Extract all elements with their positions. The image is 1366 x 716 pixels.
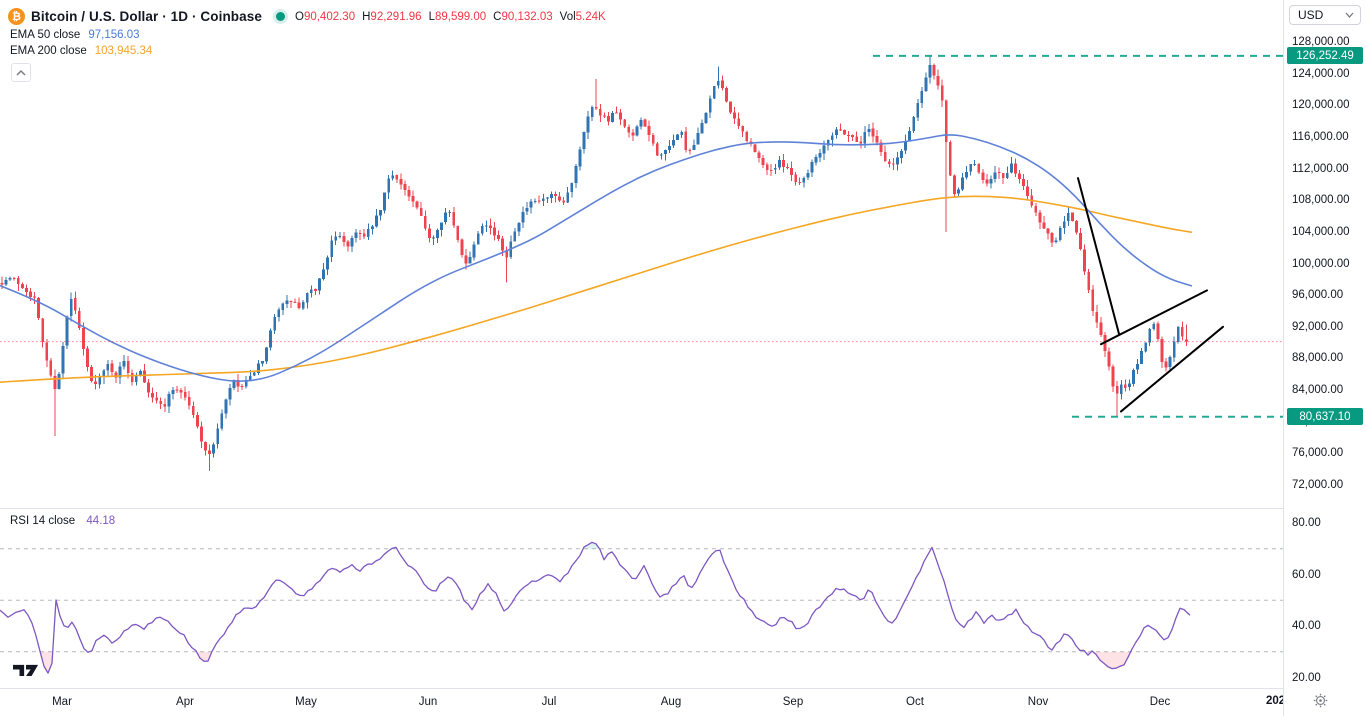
price-axis[interactable]: USD 128,000.00 124,000.00 120,000.00 116,00… [1283,0,1366,716]
currency-value: USD [1298,8,1324,22]
ohlc-values: O90,402.30 H92,291.96 L89,599.00 C90,132.03… [295,11,606,23]
time-axis-label-mar: Mar [52,696,72,708]
vol-readout: Vol5.24K [559,10,606,23]
time-axis-label-nov: Nov [1027,696,1049,708]
ema200-value: 103,945.34 [94,45,153,57]
price-tick-label: 100,000.00 [1292,257,1350,270]
price-badge-high: 126,252.49 [1287,47,1363,65]
rsi-legend[interactable]: RSI 14 close 44.18 [10,515,115,527]
h-readout: H92,291.96 [362,10,422,23]
legend: ₿ Bitcoin / U.S. Dollar · 1D · Coinbase … [8,8,606,61]
price-tick-label: 120,000.00 [1292,99,1350,112]
currency-selector[interactable]: USD [1289,5,1361,25]
legend-collapse-button[interactable] [11,63,31,82]
tradingview-logo[interactable] [13,663,39,677]
price-tick-label: 112,000.00 [1292,162,1349,175]
rsi-value: 44.18 [86,515,116,527]
price-chart[interactable] [0,0,1283,508]
rsi-tick-label: 60.00 [1292,568,1321,581]
c-readout: C90,132.03 [493,10,553,23]
time-axis-label-aug: Aug [660,696,682,708]
price-tick-label: 88,000.00 [1292,352,1344,365]
year-label: 202 [1266,695,1283,707]
time-axis-label-jul: Jul [541,696,557,708]
time-axis-label-may: May [295,696,317,708]
o-readout: O90,402.30 [294,10,356,23]
pane-divider[interactable] [0,508,1366,509]
time-axis[interactable]: Mar Apr May Jun Jul Aug Sep Oct Nov Dec 202 [0,688,1366,716]
time-axis-label-apr: Apr [176,696,194,708]
price-badge-low: 80,637.10 [1287,408,1363,426]
price-tick-label: 124,000.00 [1292,67,1350,80]
l-readout: L89,599.00 [428,10,487,23]
time-axis-label-oct: Oct [906,696,924,708]
ema50-value: 97,156.03 [88,29,140,41]
price-tick-label: 116,000.00 [1292,130,1349,143]
symbol-title[interactable]: Bitcoin / U.S. Dollar · 1D · Coinbase [31,9,262,24]
time-axis-label-dec: Dec [1149,696,1171,708]
ema50-legend[interactable]: EMA 50 close 97,156.03 [10,29,606,41]
rsi-tick-label: 80.00 [1292,517,1321,529]
market-status-icon[interactable] [275,12,285,21]
price-tick-label: 96,000.00 [1292,289,1344,302]
price-tick-label: 92,000.00 [1292,320,1344,333]
price-tick-label: 104,000.00 [1292,225,1350,238]
price-tick-label: 76,000.00 [1292,447,1344,460]
price-tick-label: 84,000.00 [1292,384,1344,397]
rsi-tick-label: 40.00 [1292,620,1321,632]
time-axis-label-jun: Jun [418,696,438,708]
price-tick-label: 108,000.00 [1292,194,1350,207]
time-axis-label-sep: Sep [782,696,804,708]
price-tick-label: 72,000.00 [1292,479,1344,492]
rsi-chart[interactable] [0,509,1283,688]
settings-gear-icon[interactable] [1313,693,1328,708]
rsi-label: RSI 14 close [10,515,76,527]
ema200-label: EMA 200 close [10,45,87,57]
bitcoin-icon: ₿ [8,8,25,25]
ema50-label: EMA 50 close [10,29,81,41]
chevron-up-icon [16,69,26,76]
rsi-tick-label: 20.00 [1292,671,1321,684]
chevron-down-icon [1345,12,1354,18]
ema200-legend[interactable]: EMA 200 close 103,945.34 [10,45,606,57]
price-tick-label: 128,000.00 [1292,36,1350,48]
